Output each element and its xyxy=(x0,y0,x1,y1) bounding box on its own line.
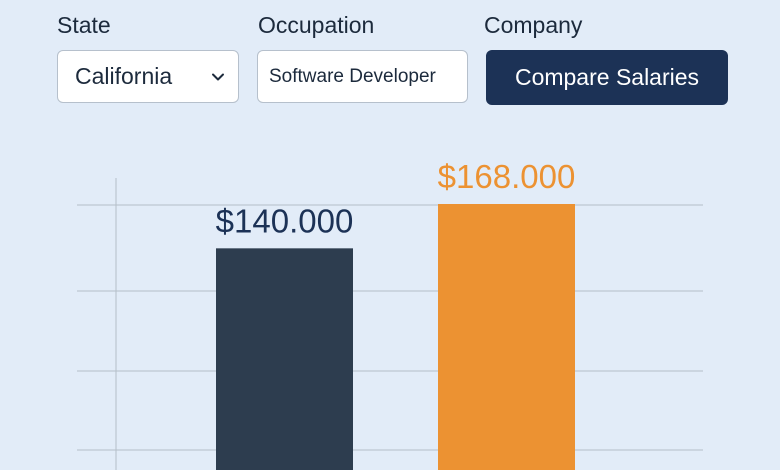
chart-bar xyxy=(438,204,575,470)
occupation-input[interactable] xyxy=(257,50,468,103)
state-label: State xyxy=(57,12,111,38)
chart-bars xyxy=(216,204,575,470)
chart-bar xyxy=(216,248,353,470)
salary-bar-chart: $140.000 $168.000 xyxy=(77,158,703,470)
company-label: Company xyxy=(484,12,583,38)
occupation-label: Occupation xyxy=(258,12,375,38)
chevron-down-icon xyxy=(212,73,224,80)
chart-data-label: $168.000 xyxy=(438,158,576,195)
chart-gridlines xyxy=(77,204,703,451)
compare-salaries-button[interactable]: Compare Salaries xyxy=(486,50,728,105)
state-select[interactable]: California xyxy=(57,50,239,103)
chart-data-labels: $140.000 $168.000 xyxy=(216,158,576,239)
chart-data-label: $140.000 xyxy=(216,202,354,239)
state-select-value: California xyxy=(75,63,173,89)
